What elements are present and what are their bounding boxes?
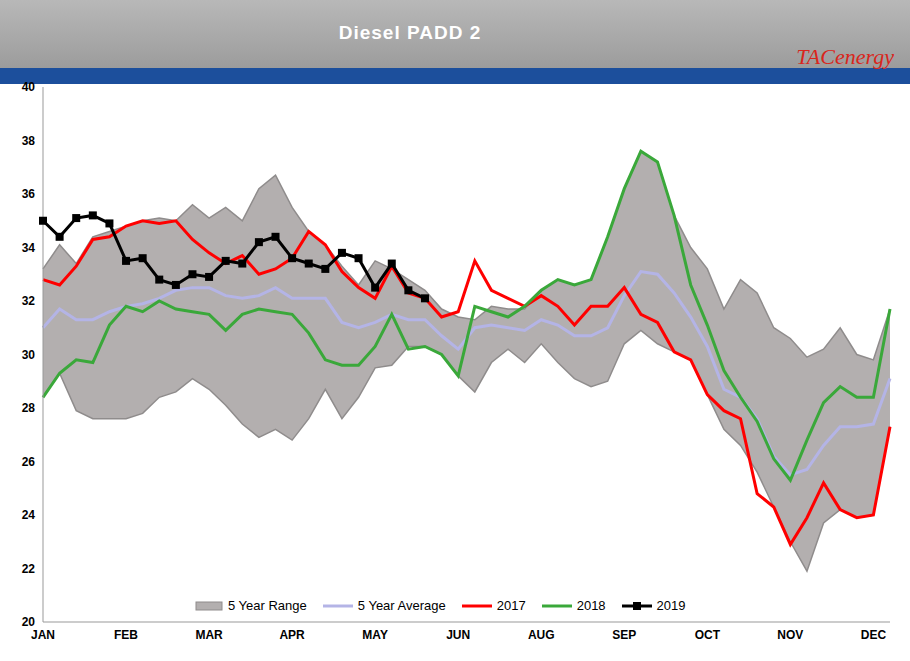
svg-text:MAY: MAY — [362, 628, 388, 642]
svg-text:OCT: OCT — [695, 628, 721, 642]
svg-text:24: 24 — [22, 508, 36, 522]
svg-text:JUN: JUN — [446, 628, 470, 642]
svg-text:28: 28 — [22, 401, 36, 415]
html-text:5 Year Average: 5 Year Average — [357, 598, 446, 613]
svg-text:MAR: MAR — [195, 628, 223, 642]
svg-text:FEB: FEB — [114, 628, 138, 642]
svg-text:36: 36 — [22, 187, 36, 201]
html-text:2018: 2018 — [576, 598, 606, 613]
svg-text:DEC: DEC — [861, 628, 887, 642]
svg-text:38: 38 — [22, 134, 36, 148]
svg-text:NOV: NOV — [777, 628, 803, 642]
svg-text:22: 22 — [22, 562, 36, 576]
svg-text:26: 26 — [22, 455, 36, 469]
html-text:2019: 2019 — [656, 598, 686, 613]
html-text:5 Year Range: 5 Year Range — [228, 598, 307, 613]
html-text:TACenergy: TACenergy — [796, 44, 894, 69]
svg-text:40: 40 — [22, 80, 36, 94]
svg-text:JAN: JAN — [31, 628, 55, 642]
svg-text:SEP: SEP — [612, 628, 636, 642]
svg-text:34: 34 — [22, 241, 36, 255]
html-text:Diesel PADD 2: Diesel PADD 2 — [338, 22, 482, 43]
svg-text:AUG: AUG — [528, 628, 555, 642]
svg-text:32: 32 — [22, 294, 36, 308]
svg-text:30: 30 — [22, 348, 36, 362]
svg-text:APR: APR — [279, 628, 305, 642]
svg-text:20: 20 — [22, 615, 36, 629]
html-text:2017: 2017 — [496, 598, 526, 613]
